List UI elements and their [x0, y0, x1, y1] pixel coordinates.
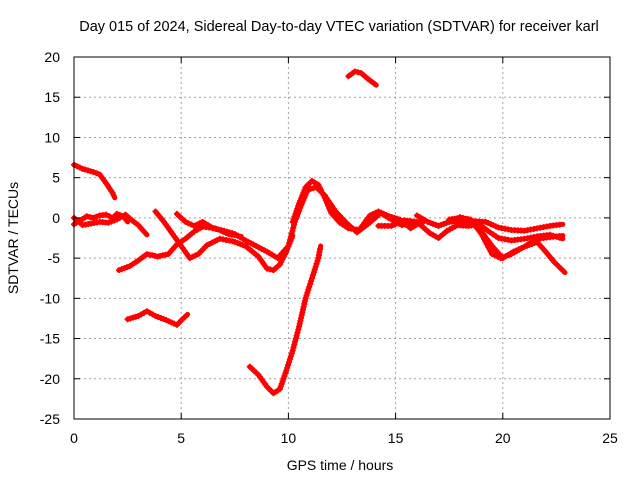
series-trace-3 — [71, 211, 150, 238]
data-point — [108, 218, 115, 225]
x-axis-label: GPS time / hours — [287, 457, 394, 473]
data-series — [71, 68, 568, 397]
data-point — [460, 215, 467, 222]
data-point — [317, 246, 324, 253]
series-trace-14 — [345, 68, 379, 88]
data-point — [286, 240, 293, 247]
axis-ticks — [73, 56, 611, 420]
data-point — [466, 217, 473, 224]
data-point — [285, 243, 292, 250]
chart-title: Day 015 of 2024, Sidereal Day-to-day VTE… — [79, 19, 599, 35]
data-point — [141, 229, 148, 236]
data-point — [292, 335, 299, 342]
data-point — [305, 286, 312, 293]
series-trace-8 — [289, 177, 424, 233]
y-tick-label: 10 — [44, 129, 60, 145]
data-point — [371, 80, 378, 87]
series-trace-12 — [456, 214, 566, 234]
data-point — [103, 211, 110, 218]
data-point — [93, 170, 100, 177]
data-point — [291, 341, 298, 348]
data-point — [113, 210, 120, 217]
y-tick-label: 15 — [44, 89, 60, 105]
data-point — [304, 289, 311, 296]
data-point — [287, 237, 294, 244]
data-point — [111, 217, 118, 224]
tick-labels: 0 5 10 15 20 25 20 15 10 5 0 -5 -10 -15 -20 -25 — [40, 49, 618, 446]
data-point — [309, 272, 316, 279]
x-tick-label: 20 — [495, 430, 511, 446]
x-tick-label: 0 — [70, 430, 78, 446]
data-point — [287, 353, 294, 360]
data-point — [290, 224, 297, 231]
data-point — [90, 169, 97, 176]
data-point — [182, 313, 189, 320]
y-tick-label: 0 — [52, 210, 60, 226]
y-tick-label: -25 — [40, 411, 60, 427]
series-trace-5 — [124, 308, 191, 328]
data-point — [559, 267, 566, 274]
data-point — [292, 338, 299, 345]
data-point — [283, 367, 290, 374]
data-point — [263, 265, 270, 272]
x-tick-label: 10 — [281, 430, 297, 446]
data-point — [307, 280, 314, 287]
data-point — [286, 359, 293, 366]
data-point — [290, 344, 297, 351]
x-tick-label: 5 — [177, 430, 185, 446]
data-point — [267, 266, 274, 273]
data-point — [307, 185, 314, 192]
data-point — [313, 260, 320, 267]
data-point — [284, 364, 291, 371]
data-point — [288, 230, 295, 237]
series-trace-13 — [246, 243, 324, 397]
data-point — [288, 350, 295, 357]
data-point — [83, 213, 90, 220]
y-tick-label: -20 — [40, 371, 60, 387]
data-point — [306, 283, 313, 290]
data-point — [93, 213, 100, 220]
y-tick-label: 5 — [52, 170, 60, 186]
y-tick-label: -5 — [48, 250, 61, 266]
data-point — [355, 69, 362, 76]
data-point — [90, 214, 97, 221]
y-tick-label: -15 — [40, 331, 60, 347]
x-tick-label: 25 — [602, 430, 618, 446]
data-point — [287, 233, 294, 240]
y-tick-label: 20 — [44, 49, 60, 65]
data-point — [105, 219, 112, 226]
data-point — [314, 257, 321, 264]
data-point — [286, 356, 293, 363]
data-point — [556, 221, 563, 228]
data-point — [463, 216, 470, 223]
data-point — [294, 329, 301, 336]
data-point — [106, 213, 113, 220]
data-point — [556, 232, 563, 239]
data-point — [312, 263, 319, 270]
data-point — [302, 295, 309, 302]
data-point — [289, 227, 296, 234]
data-point — [293, 332, 300, 339]
data-point — [303, 292, 310, 299]
data-point — [285, 361, 292, 368]
data-point — [311, 266, 318, 273]
data-point — [295, 326, 302, 333]
plot-frame — [73, 56, 611, 420]
data-point — [87, 214, 94, 221]
data-point — [456, 214, 463, 221]
data-point — [310, 269, 317, 276]
data-point — [308, 275, 315, 282]
y-tick-label: -10 — [40, 290, 60, 306]
data-point — [351, 68, 358, 75]
y-axis-label: SDTVAR / TECUs — [5, 182, 21, 294]
data-point — [310, 185, 317, 192]
data-point — [289, 347, 296, 354]
x-tick-label: 15 — [388, 430, 404, 446]
data-point — [308, 278, 315, 285]
data-point — [110, 192, 117, 199]
